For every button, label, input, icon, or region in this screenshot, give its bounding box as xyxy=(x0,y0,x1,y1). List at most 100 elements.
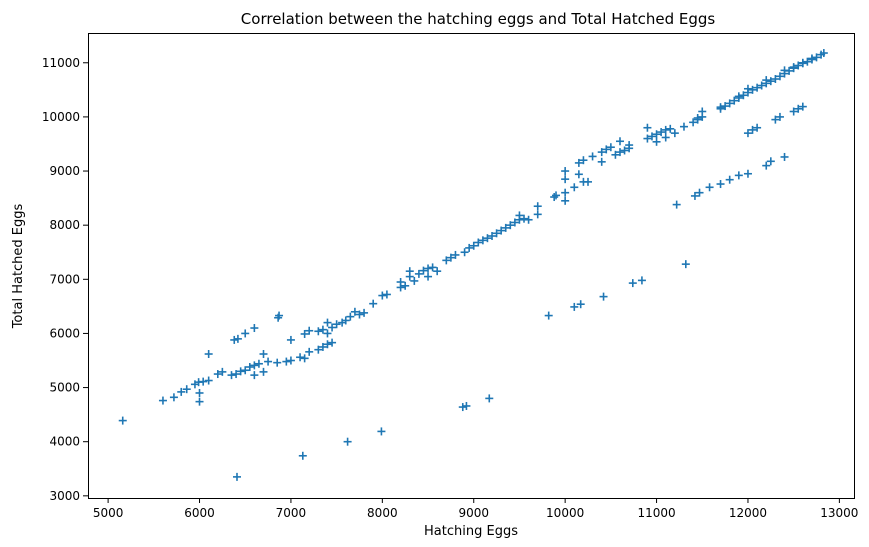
data-point xyxy=(579,156,588,165)
data-point xyxy=(753,123,762,132)
data-point xyxy=(725,175,734,184)
data-point xyxy=(657,128,666,137)
data-point xyxy=(405,267,414,276)
y-axis: 3000 4000 5000 6000 7000 8000 9000 10000 11000 xyxy=(42,56,88,503)
data-point xyxy=(743,129,752,138)
data-point xyxy=(250,361,259,370)
data-point xyxy=(300,354,309,363)
data-point xyxy=(378,291,387,300)
data-point xyxy=(492,229,501,238)
data-point xyxy=(182,385,191,394)
data-point xyxy=(177,387,186,396)
data-point xyxy=(597,157,606,166)
y-axis-label: Total Hatched Eggs xyxy=(11,203,26,329)
data-point xyxy=(428,263,437,272)
data-point xyxy=(602,145,611,154)
data-point xyxy=(789,63,798,72)
data-point xyxy=(647,132,656,141)
data-point xyxy=(762,161,771,170)
data-point xyxy=(259,350,268,359)
data-point xyxy=(743,84,752,93)
data-point xyxy=(241,329,250,338)
data-point xyxy=(661,125,670,134)
y-tick-label: 11000 xyxy=(42,56,80,70)
data-point xyxy=(158,396,167,405)
data-point xyxy=(204,350,213,359)
data-point xyxy=(570,183,579,192)
data-point xyxy=(681,260,690,269)
data-point xyxy=(286,335,295,344)
data-point xyxy=(734,92,743,101)
data-point xyxy=(652,130,661,139)
x-tick-label: 10000 xyxy=(546,506,584,520)
data-point xyxy=(458,403,467,412)
data-point xyxy=(298,451,307,460)
data-point xyxy=(780,66,789,75)
data-point xyxy=(227,371,236,380)
data-point xyxy=(485,394,494,403)
data-point xyxy=(606,143,615,152)
data-point xyxy=(716,180,725,189)
x-tick-label: 5000 xyxy=(93,506,124,520)
data-point xyxy=(318,325,327,334)
data-point xyxy=(695,188,704,197)
data-point xyxy=(465,243,474,252)
data-point xyxy=(213,370,222,379)
chart-title: Correlation between the hatching eggs an… xyxy=(241,10,716,28)
data-point xyxy=(661,133,670,142)
data-point xyxy=(789,107,798,116)
data-point xyxy=(628,279,637,288)
data-point xyxy=(698,107,707,116)
data-point xyxy=(328,338,337,347)
data-point xyxy=(561,188,570,197)
y-tick-label: 4000 xyxy=(49,435,80,449)
data-point xyxy=(433,267,442,276)
data-point xyxy=(550,193,559,202)
data-point xyxy=(561,196,570,205)
data-point xyxy=(318,342,327,351)
x-tick-label: 12000 xyxy=(729,506,767,520)
x-tick-label: 8000 xyxy=(367,506,398,520)
data-point xyxy=(520,214,529,223)
x-tick-label: 6000 xyxy=(184,506,215,520)
data-point xyxy=(515,211,524,220)
data-point xyxy=(637,276,646,285)
data-point xyxy=(341,316,350,325)
data-point xyxy=(250,371,259,380)
data-point xyxy=(775,72,784,81)
plot-frame xyxy=(88,33,855,499)
data-point xyxy=(323,318,332,327)
data-point xyxy=(705,183,714,192)
data-point xyxy=(643,134,652,143)
data-point xyxy=(780,152,789,161)
data-point xyxy=(254,359,263,368)
data-point xyxy=(690,191,699,200)
data-point xyxy=(419,266,428,275)
data-point xyxy=(501,223,510,232)
data-point xyxy=(259,367,268,376)
x-tick-label: 7000 xyxy=(276,506,307,520)
data-point xyxy=(369,299,378,308)
data-point xyxy=(819,49,828,58)
data-point xyxy=(241,366,250,375)
data-point xyxy=(314,345,323,354)
data-point xyxy=(506,221,515,230)
y-tick-label: 6000 xyxy=(49,326,80,340)
data-point xyxy=(730,96,739,105)
data-point xyxy=(544,311,553,320)
data-point xyxy=(739,91,748,100)
data-point xyxy=(497,226,506,235)
data-point xyxy=(753,83,762,92)
data-point xyxy=(574,170,583,179)
data-point xyxy=(314,327,323,336)
data-point xyxy=(766,157,775,166)
data-point xyxy=(230,335,239,344)
data-point xyxy=(666,124,675,133)
data-point xyxy=(264,357,273,366)
x-axis: 5000 6000 7000 8000 9000 10000 11000 12000 13000 xyxy=(93,498,858,520)
data-point xyxy=(743,169,752,178)
data-point xyxy=(346,312,355,321)
data-point xyxy=(424,272,433,281)
data-point xyxy=(533,210,542,219)
data-points xyxy=(118,49,828,481)
